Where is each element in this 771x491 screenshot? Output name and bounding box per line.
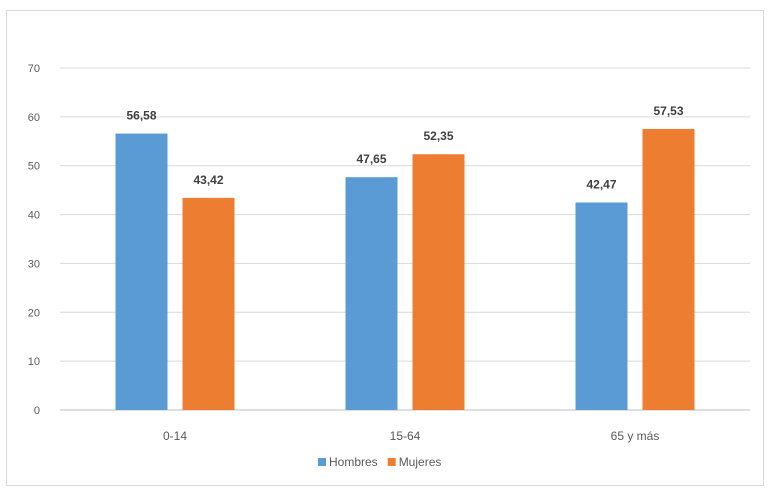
bar-hombres: [115, 133, 168, 410]
data-label: 47,65: [356, 152, 386, 166]
bars: [115, 128, 695, 410]
legend-label: Hombres: [329, 455, 378, 469]
y-axis-ticks: 0 10 20 30 40 50 60 70: [28, 63, 40, 417]
x-category-label: 15-64: [390, 429, 421, 443]
bar-mujeres: [182, 197, 235, 410]
y-tick-label: 40: [28, 210, 40, 222]
data-label: 43,42: [193, 173, 223, 187]
bar-hombres: [575, 202, 628, 410]
data-labels: 56,58 43,42 47,65 52,35 42,47 57,53: [126, 104, 683, 192]
y-tick-label: 10: [28, 356, 40, 368]
y-tick-label: 30: [28, 258, 40, 270]
y-tick-label: 70: [28, 63, 40, 75]
data-label: 57,53: [653, 104, 683, 118]
legend-label: Mujeres: [399, 455, 442, 469]
legend-swatch: [318, 458, 326, 466]
legend: Hombres Mujeres: [318, 455, 441, 469]
bar-mujeres: [412, 154, 465, 410]
y-tick-label: 0: [34, 405, 40, 417]
data-label: 52,35: [423, 129, 453, 143]
legend-swatch: [387, 458, 396, 466]
x-category-label: 0-14: [163, 429, 187, 443]
bar-hombres: [345, 177, 398, 410]
bar-mujeres: [642, 128, 695, 410]
data-label: 56,58: [126, 109, 156, 123]
y-tick-label: 20: [28, 307, 40, 319]
gridlines: [60, 67, 750, 411]
x-axis-categories: 0-14 15-64 65 y más: [163, 429, 659, 443]
x-category-label: 65 y más: [611, 429, 660, 443]
y-tick-label: 50: [28, 161, 40, 173]
data-label: 42,47: [586, 178, 616, 192]
y-tick-label: 60: [28, 112, 40, 124]
